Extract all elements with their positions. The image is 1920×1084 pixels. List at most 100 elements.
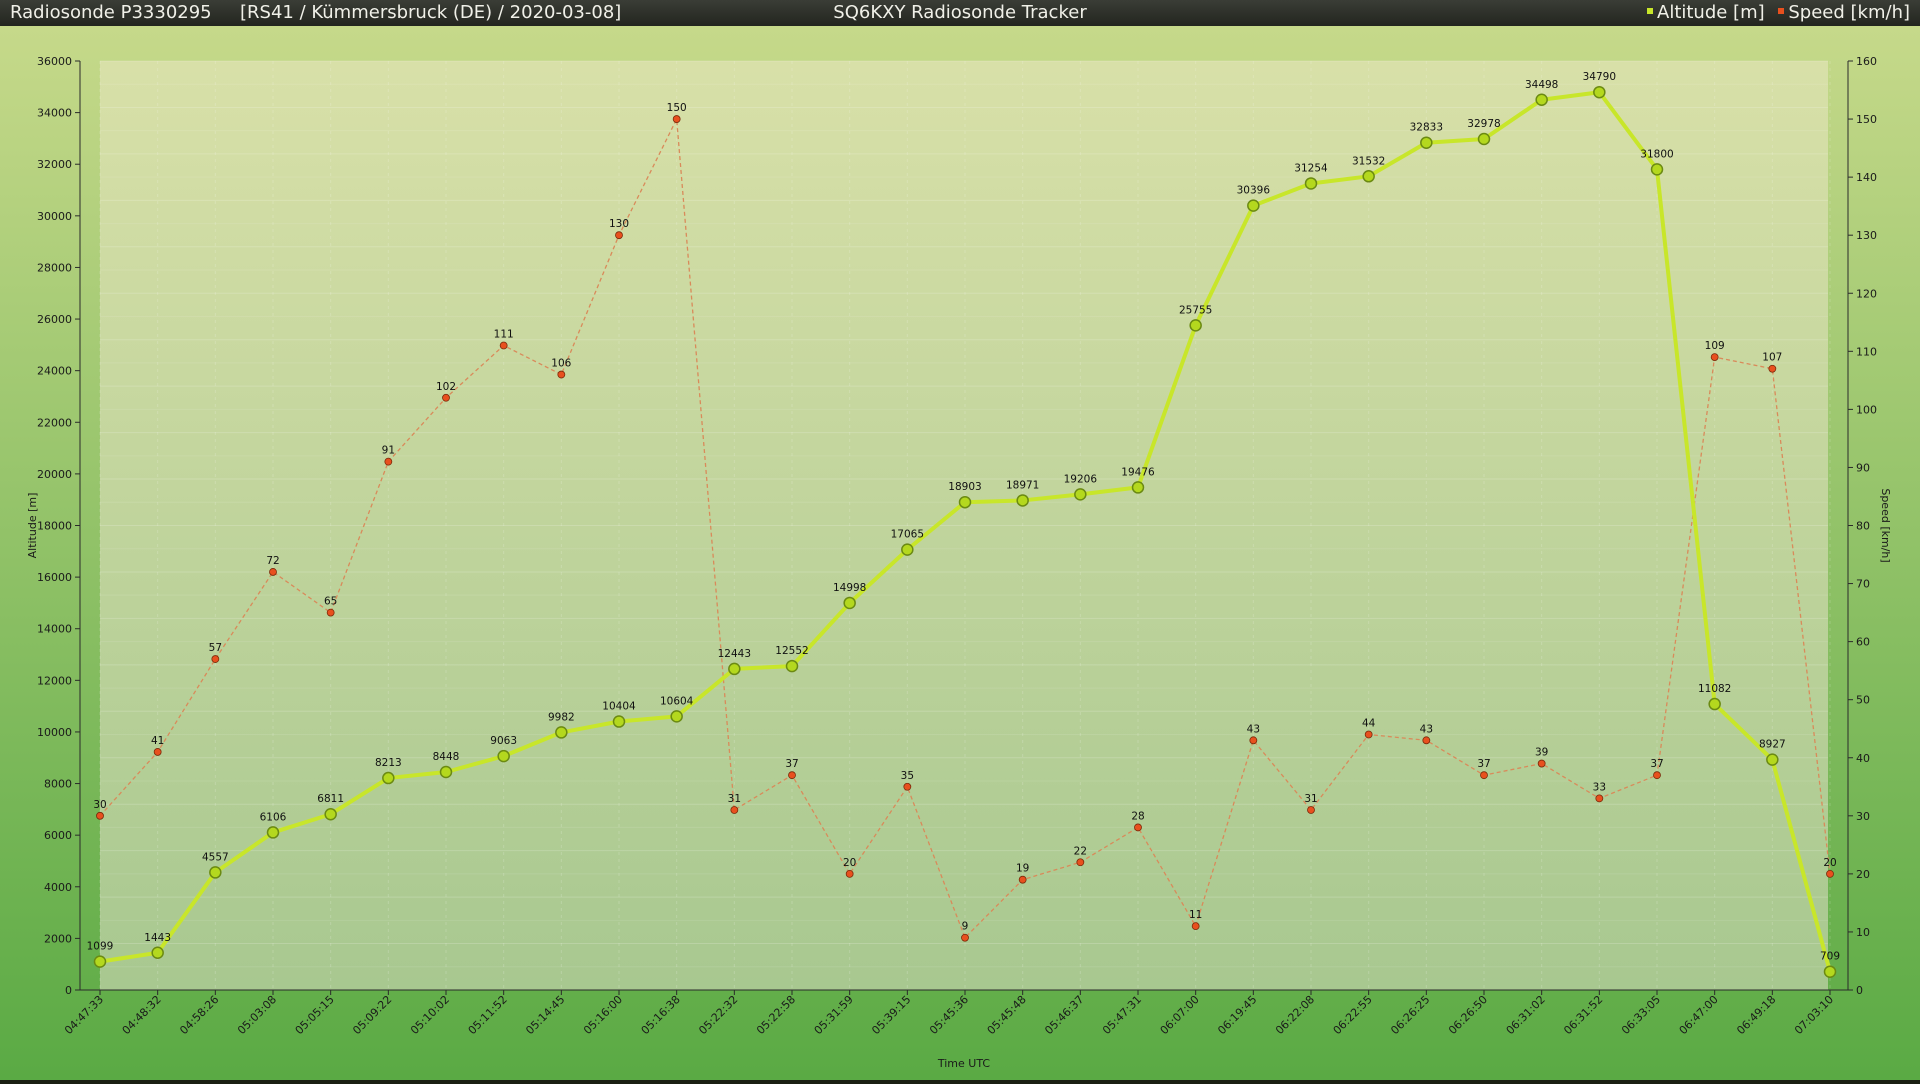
speed-data-label: 111 bbox=[494, 329, 514, 341]
altitude-data-label: 31254 bbox=[1294, 162, 1328, 174]
altitude-point bbox=[1477, 132, 1491, 146]
y-left-tick-label: 30000 bbox=[37, 210, 72, 223]
altitude-data-label: 32978 bbox=[1467, 118, 1500, 130]
altitude-data-label: 9982 bbox=[548, 711, 575, 723]
speed-series: 30 41 57 72 65 91 102 111 106 130 150 31 37 20 35 9 19 22… bbox=[93, 102, 1837, 942]
speed-point bbox=[1076, 858, 1085, 867]
altitude-point bbox=[209, 866, 222, 879]
speed-data-label: 57 bbox=[209, 642, 222, 654]
altitude-point bbox=[1304, 177, 1318, 190]
altitude-point bbox=[439, 765, 453, 779]
altitude-data-label: 8927 bbox=[1759, 739, 1786, 751]
altitude-point bbox=[670, 710, 683, 723]
altitude-point bbox=[958, 495, 972, 509]
altitude-point bbox=[1362, 170, 1375, 183]
altitude-data-label: 18971 bbox=[1006, 479, 1039, 491]
y-left-tick-label: 34000 bbox=[37, 107, 72, 120]
y-left-tick-label: 12000 bbox=[37, 674, 72, 687]
speed-data-label: 31 bbox=[728, 793, 741, 805]
y-axis-left-title: Altitude [m] bbox=[26, 493, 39, 559]
speed-point bbox=[1653, 771, 1661, 780]
speed-point bbox=[672, 115, 681, 123]
altitude-point bbox=[843, 596, 856, 610]
speed-data-label: 31 bbox=[1304, 793, 1317, 805]
altitude-data-label: 12552 bbox=[775, 645, 808, 657]
altitude-data-label: 25755 bbox=[1179, 304, 1212, 316]
y-left-tick-label: 36000 bbox=[37, 55, 72, 68]
speed-data-label: 22 bbox=[1074, 845, 1087, 857]
y-left-tick-label: 0 bbox=[65, 984, 72, 997]
altitude-point bbox=[1766, 753, 1779, 766]
y-left-tick-label: 4000 bbox=[44, 881, 72, 894]
chart-area: 0 2000 4000 6000 8000 10000 12000 14000 16000 180… bbox=[0, 26, 1920, 1080]
speed-point bbox=[153, 748, 162, 756]
y-left-tick-label: 10000 bbox=[37, 726, 72, 739]
altitude-data-label: 18903 bbox=[948, 481, 981, 493]
altitude-data-label: 19206 bbox=[1064, 473, 1098, 485]
y-right-tick-label: 60 bbox=[1856, 636, 1870, 649]
altitude-point bbox=[901, 543, 914, 556]
plot-area bbox=[100, 61, 1828, 990]
y-left-tick-label: 24000 bbox=[37, 365, 72, 378]
altitude-data-label: 4557 bbox=[202, 851, 229, 863]
altitude-point bbox=[1593, 85, 1606, 99]
speed-data-label: 72 bbox=[266, 555, 279, 567]
altitude-point bbox=[785, 659, 799, 673]
speed-point bbox=[1191, 922, 1200, 931]
y-right-tick-label: 90 bbox=[1856, 461, 1870, 474]
altitude-data-label: 17065 bbox=[891, 529, 924, 541]
speed-point bbox=[1710, 353, 1719, 362]
speed-point bbox=[1480, 771, 1488, 780]
altitude-data-label: 1443 bbox=[144, 932, 171, 944]
y-right-tick-label: 120 bbox=[1856, 287, 1877, 300]
y-right-tick-label: 140 bbox=[1856, 171, 1877, 184]
speed-point bbox=[1826, 869, 1834, 878]
y-left-tick-label: 26000 bbox=[37, 313, 72, 326]
y-right-tick-label: 160 bbox=[1856, 55, 1877, 68]
y-right-tick-label: 20 bbox=[1856, 868, 1870, 881]
y-axis-right-title: Speed [km/h] bbox=[1879, 488, 1892, 562]
altitude-point bbox=[497, 749, 510, 763]
legend: Altitude [m] Speed [km/h] bbox=[1639, 0, 1910, 26]
speed-data-label: 37 bbox=[785, 758, 798, 770]
flight-info: [RS41 / Kümmersbruck (DE) / 2020-03-08] bbox=[240, 2, 622, 23]
speed-point bbox=[442, 393, 450, 402]
speed-data-label: 20 bbox=[843, 857, 856, 869]
speed-data-label: 19 bbox=[1016, 863, 1029, 875]
chart-svg: 0 2000 4000 6000 8000 10000 12000 14000 16000 180… bbox=[0, 26, 1920, 1080]
altitude-swatch-icon bbox=[1647, 8, 1653, 14]
sonde-id: Radiosonde P3330295 bbox=[10, 2, 212, 23]
y-left-tick-label: 32000 bbox=[37, 158, 72, 171]
altitude-point bbox=[1708, 697, 1721, 711]
y-right-tick-label: 100 bbox=[1856, 403, 1877, 416]
speed-point bbox=[1018, 875, 1027, 884]
speed-point bbox=[1134, 823, 1142, 832]
speed-data-label: 37 bbox=[1650, 758, 1663, 770]
speed-data-label: 43 bbox=[1420, 723, 1433, 735]
speed-point bbox=[788, 771, 796, 780]
y-right-tick-label: 110 bbox=[1856, 345, 1877, 358]
x-axis-title: Time UTC bbox=[937, 1057, 991, 1070]
altitude-point bbox=[1016, 494, 1029, 507]
speed-data-label: 37 bbox=[1477, 758, 1490, 770]
speed-point bbox=[1595, 794, 1604, 803]
speed-data-label: 33 bbox=[1593, 781, 1606, 793]
speed-point bbox=[499, 341, 508, 350]
y-left-tick-label: 6000 bbox=[44, 829, 72, 842]
y-right-tick-label: 40 bbox=[1856, 752, 1870, 765]
speed-point bbox=[1422, 736, 1431, 745]
speed-swatch-icon bbox=[1778, 8, 1785, 14]
altitude-data-label: 8448 bbox=[433, 751, 460, 763]
speed-data-label: 11 bbox=[1189, 909, 1202, 921]
y-right-tick-label: 0 bbox=[1856, 984, 1863, 997]
altitude-data-label: 31532 bbox=[1352, 155, 1385, 167]
speed-data-label: 30 bbox=[93, 799, 106, 811]
legend-item-altitude[interactable]: Altitude [m] bbox=[1647, 0, 1765, 26]
altitude-point bbox=[1823, 965, 1837, 978]
speed-point bbox=[1249, 736, 1258, 745]
speed-data-label: 102 bbox=[436, 381, 456, 393]
legend-item-speed[interactable]: Speed [km/h] bbox=[1778, 0, 1910, 26]
speed-point bbox=[326, 608, 335, 617]
axis-labels: Time UTC Altitude [m] Speed [km/h] bbox=[26, 488, 1892, 1070]
